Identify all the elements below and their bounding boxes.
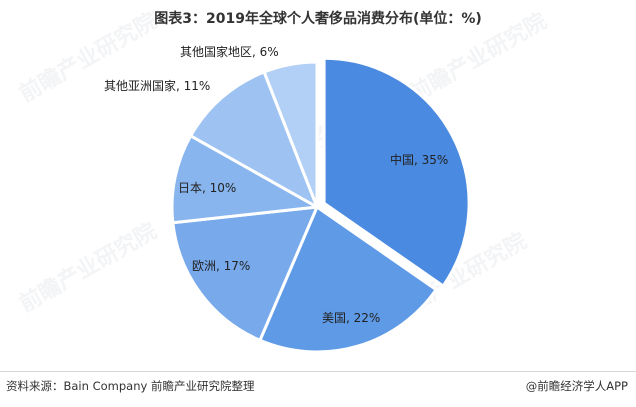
- slice-label-2: 美国, 22%: [322, 311, 380, 325]
- brand-credit: @前瞻经济学人APP: [525, 379, 628, 393]
- pie-slice-3: [171, 205, 320, 343]
- pie-slice-4: [170, 133, 322, 225]
- slice-label-3: 欧洲, 17%: [192, 259, 250, 273]
- pie-slice-1: [322, 56, 471, 289]
- pie-slice-5: [188, 70, 320, 211]
- slice-label-6: 其他国家地区, 6%: [180, 44, 279, 59]
- chart-title: 图表3：2019年全球个人奢侈品消费分布(单位：%): [154, 11, 482, 27]
- slice-label-1: 中国, 35%: [390, 152, 448, 167]
- pie-slice-6: [262, 60, 319, 208]
- source-note: 资料来源：Bain Company 前瞻产业研究院整理: [6, 379, 255, 393]
- slice-label-4: 日本, 10%: [178, 181, 236, 195]
- pie-slice-2: [257, 204, 439, 354]
- slice-label-5: 其他亚洲国家, 11%: [104, 78, 210, 93]
- footer-divider: [0, 371, 636, 372]
